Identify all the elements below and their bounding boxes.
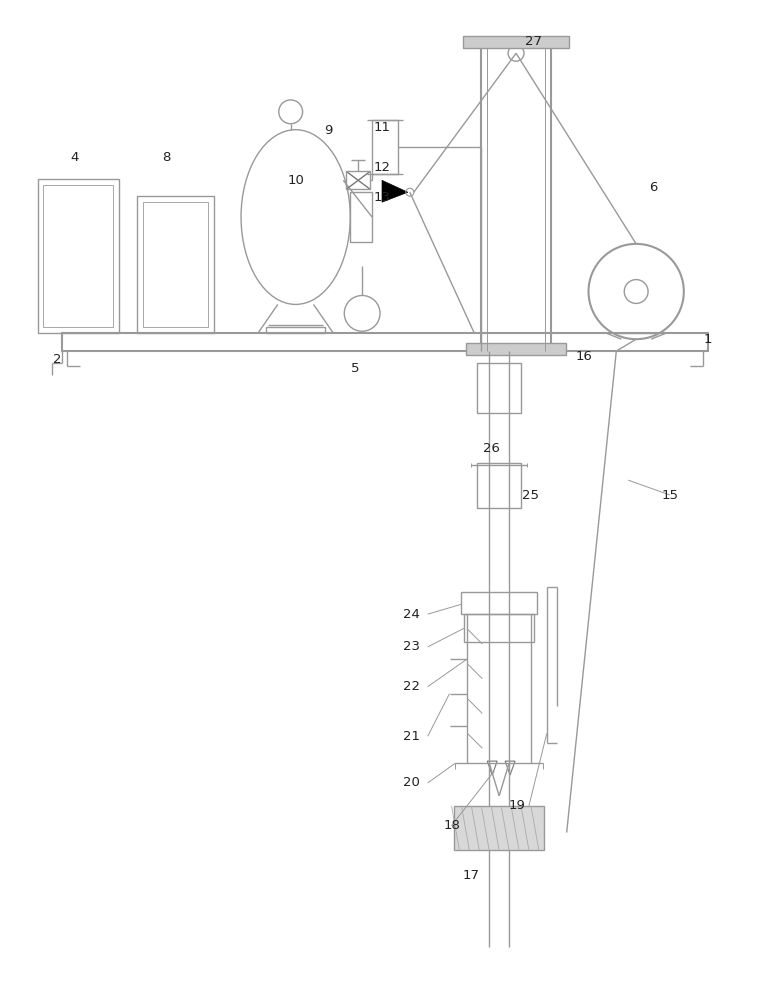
Bar (464, 614, 534, 642)
Text: 20: 20 (404, 776, 420, 789)
Text: 22: 22 (403, 680, 421, 693)
Polygon shape (382, 180, 408, 202)
Bar (38, 179, 119, 333)
Text: 6: 6 (649, 181, 657, 194)
Text: 4: 4 (70, 151, 78, 164)
Bar (461, 592, 537, 614)
Text: 26: 26 (483, 442, 500, 455)
Text: 25: 25 (522, 489, 539, 502)
Bar (467, 343, 566, 355)
Text: 18: 18 (443, 819, 460, 832)
Bar (346, 171, 370, 189)
Bar (478, 463, 521, 508)
Bar (478, 363, 521, 413)
Text: 15: 15 (661, 489, 678, 502)
Bar (143, 202, 208, 327)
Text: 1: 1 (704, 333, 712, 346)
Text: 9: 9 (325, 124, 333, 137)
Text: 24: 24 (404, 608, 420, 621)
Text: 13: 13 (374, 191, 391, 204)
Text: 16: 16 (575, 350, 592, 363)
Text: 12: 12 (374, 161, 391, 174)
Text: 27: 27 (525, 35, 542, 48)
Bar (62, 333, 707, 351)
Text: 8: 8 (162, 151, 171, 164)
Text: 2: 2 (53, 353, 62, 366)
Bar (44, 185, 113, 327)
Bar (372, 120, 398, 174)
Text: 21: 21 (403, 730, 421, 743)
Bar (454, 806, 544, 850)
Text: 11: 11 (374, 121, 391, 134)
Text: 23: 23 (403, 640, 421, 653)
Bar (350, 192, 372, 242)
Text: 17: 17 (463, 869, 480, 882)
Bar (464, 36, 568, 48)
Bar (137, 196, 215, 333)
Text: 19: 19 (508, 799, 525, 812)
Text: 5: 5 (351, 362, 359, 375)
Bar (266, 327, 325, 333)
Text: 10: 10 (287, 174, 304, 187)
